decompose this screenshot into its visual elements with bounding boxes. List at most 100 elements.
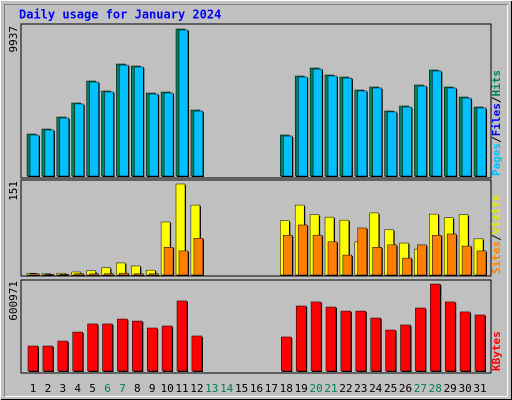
bar [178, 250, 189, 276]
y-tick-label: 151 [7, 181, 20, 201]
legend-entry: / [490, 234, 503, 241]
x-tick-label: 22 [339, 382, 352, 395]
bar [474, 314, 486, 372]
x-tick-label: 23 [354, 382, 367, 395]
x-tick-label: 15 [235, 382, 248, 395]
x-tick-label: 16 [250, 382, 263, 395]
bar [430, 283, 441, 372]
bar [104, 273, 114, 276]
x-tick-label: 4 [74, 382, 81, 395]
bar [132, 320, 143, 372]
bar-shadow [135, 274, 145, 276]
bar [163, 92, 174, 177]
bar [148, 273, 159, 276]
x-tick-label: 10 [160, 382, 173, 395]
bar [372, 87, 382, 177]
bar [476, 107, 487, 177]
bar [176, 300, 188, 372]
bar [119, 272, 129, 276]
bar [134, 66, 144, 177]
bar [72, 331, 83, 372]
bar [297, 76, 308, 177]
bar [476, 250, 487, 276]
bar [297, 224, 308, 276]
bar [385, 329, 396, 372]
bar [327, 241, 338, 276]
legend-entry: Sites [490, 241, 503, 274]
bevel [4, 4, 508, 397]
legend-entry: Pages [490, 143, 503, 176]
x-tick-label: 11 [175, 382, 188, 395]
x-tick-label: 26 [399, 382, 412, 395]
bar [57, 340, 69, 372]
bar [432, 70, 442, 177]
x-tick-label: 13 [205, 382, 218, 395]
bar [312, 68, 323, 177]
bar-shadow [31, 274, 40, 276]
bevel [4, 4, 508, 397]
bar [148, 93, 159, 177]
bar [102, 323, 113, 372]
x-tick-label: 31 [473, 382, 486, 395]
bar [119, 64, 129, 177]
bar [417, 244, 427, 276]
bar [402, 257, 412, 276]
bar [74, 273, 84, 276]
bar [327, 75, 338, 177]
legend-entry: Files [490, 103, 503, 136]
legend: Pages/Files/Hits [490, 70, 503, 176]
bar [402, 106, 412, 177]
bar [357, 90, 368, 177]
bar [295, 305, 307, 372]
bar [193, 237, 204, 276]
bar [432, 234, 442, 276]
bar-shadow [45, 275, 55, 276]
bar [342, 254, 353, 276]
bar [446, 233, 457, 276]
x-tick-label: 7 [119, 382, 126, 395]
bar [281, 336, 292, 372]
x-tick-label: 2 [45, 382, 52, 395]
bar [117, 318, 128, 372]
x-tick-label: 3 [59, 382, 66, 395]
bar [87, 323, 98, 372]
bar [372, 247, 382, 276]
bar [104, 91, 114, 177]
x-tick-label: 29 [444, 382, 457, 395]
bar [59, 274, 70, 276]
y-tick-label: 9937 [7, 26, 20, 53]
x-tick-label: 8 [134, 382, 141, 395]
bar [193, 110, 204, 177]
bar [29, 273, 40, 276]
x-tick-label: 1 [30, 382, 37, 395]
bar [42, 345, 54, 372]
legend-entry: / [490, 96, 503, 103]
bar [191, 335, 203, 372]
bar [340, 310, 352, 372]
bar [44, 274, 55, 276]
bar [146, 327, 158, 372]
legend-entry: Hits [490, 70, 503, 97]
bar [417, 85, 427, 177]
bar [178, 29, 189, 177]
legend-entry: / [490, 136, 503, 143]
bar [89, 81, 99, 177]
x-tick-label: 14 [220, 382, 234, 395]
bar [134, 273, 144, 276]
bar-shadow [90, 274, 100, 276]
bar [446, 87, 457, 177]
x-tick-label: 30 [458, 382, 471, 395]
bar-shadow [105, 274, 115, 276]
x-tick-label: 5 [89, 382, 96, 395]
x-tick-label: 6 [104, 382, 111, 395]
chart-title: Daily usage for January 2024 [19, 8, 221, 22]
bar [283, 135, 293, 177]
bar [355, 310, 367, 372]
bar [370, 317, 381, 372]
x-tick-label: 19 [295, 382, 308, 395]
legend: KBytes [490, 331, 503, 371]
bar [161, 325, 173, 372]
